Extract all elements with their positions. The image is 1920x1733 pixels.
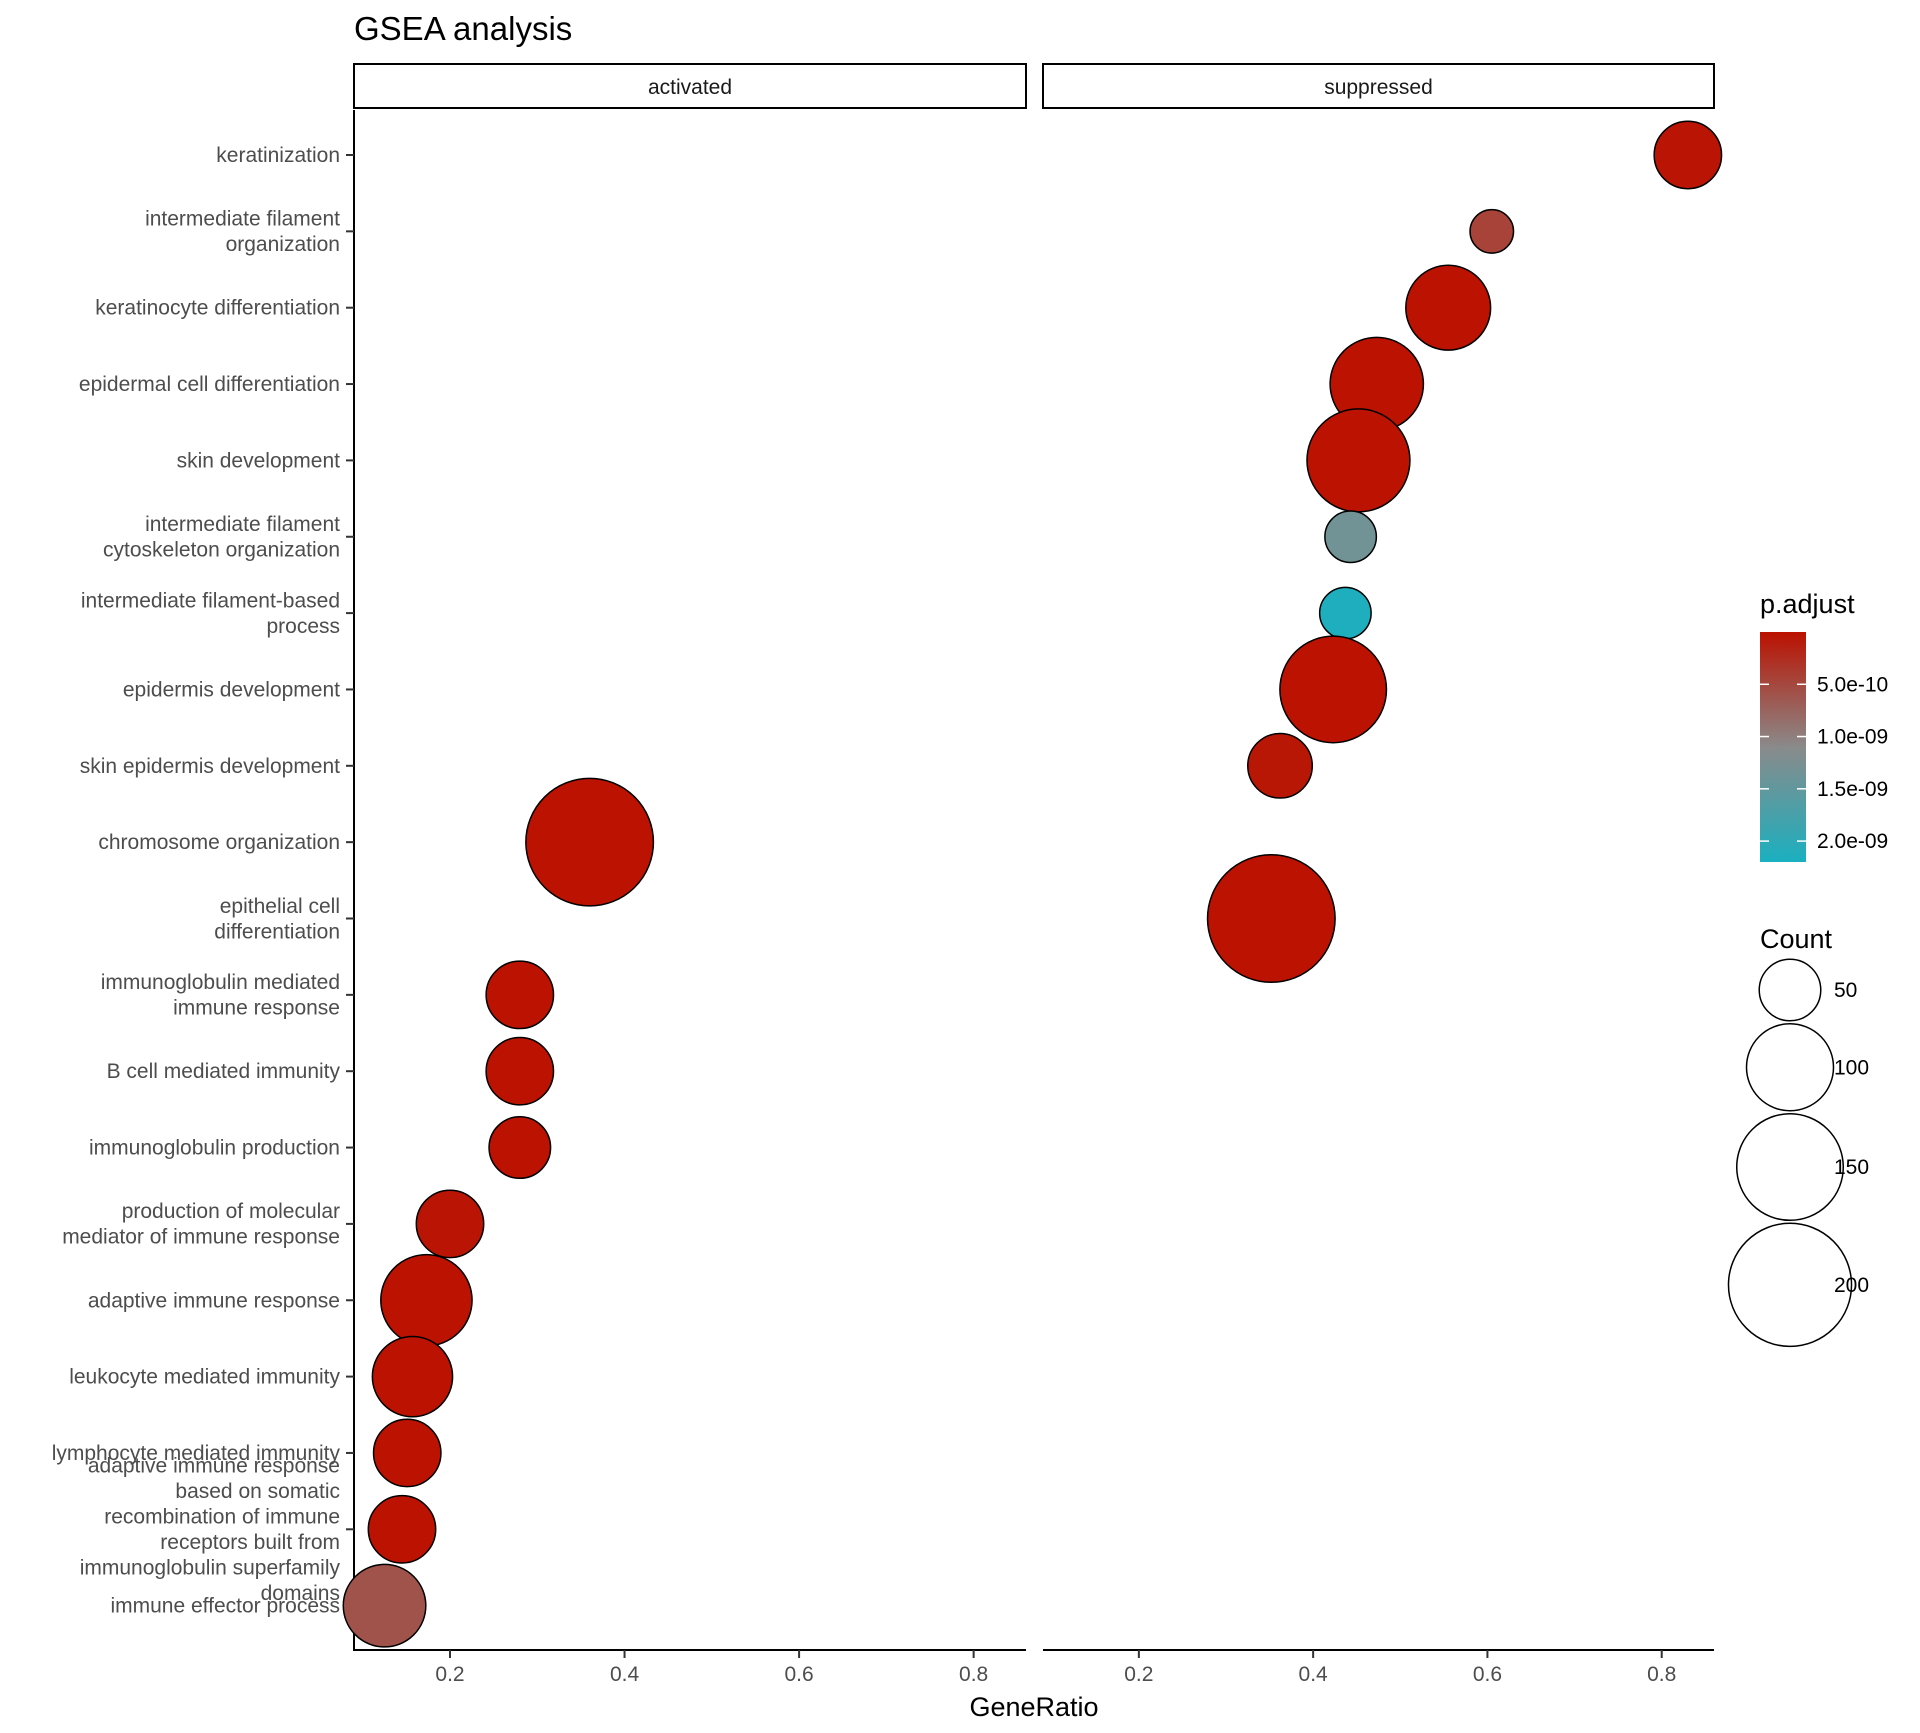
data-point [415, 1189, 485, 1259]
facet-strip-label-0: activated [648, 76, 732, 99]
color-legend: p.adjust 5.0e-10 1.0e-09 1.5e-09 2.0e-09 [1760, 589, 1888, 862]
data-point [485, 1036, 555, 1106]
y-tick-label: lymphocyte mediated immunity [52, 1442, 341, 1465]
data-points [342, 120, 1723, 1648]
size-legend-title: Count [1760, 924, 1833, 954]
y-tick-label: immunoglobulin production [89, 1137, 340, 1160]
size-legend-label: 50 [1834, 979, 1857, 1002]
data-point [1324, 510, 1378, 564]
data-point [1247, 732, 1314, 799]
chart-title: GSEA analysis [354, 10, 572, 47]
color-legend-title: p.adjust [1760, 589, 1855, 619]
facet-strip-1 [1042, 63, 1715, 109]
data-point [525, 777, 655, 907]
x-tick-label: 0.4 [610, 1663, 640, 1686]
data-point [367, 1494, 437, 1564]
y-tick-label: keratinization [216, 144, 340, 167]
data-point [485, 960, 555, 1030]
data-point [1469, 208, 1515, 254]
y-axis: keratinization intermediate filament organ… [52, 110, 355, 1651]
size-legend-label: 200 [1834, 1274, 1869, 1297]
y-tick-label: B cell mediated immunity [107, 1060, 341, 1083]
x-tick-label: 0.8 [959, 1663, 988, 1686]
y-tick-label: production of molecular mediator of immun… [62, 1200, 340, 1249]
data-point [1279, 635, 1388, 744]
data-point [1318, 586, 1372, 640]
facet-strips: activated suppressed [353, 63, 1715, 109]
data-point [488, 1116, 552, 1180]
y-tick-label: keratinocyte differentiation [95, 297, 340, 320]
x-tick-label: 0.2 [435, 1663, 464, 1686]
color-legend-label: 5.0e-10 [1817, 673, 1888, 696]
color-legend-bar [1760, 632, 1806, 862]
y-tick-label: immunoglobulin mediated immune response [101, 971, 340, 1020]
y-tick-label: skin development [177, 449, 341, 472]
data-point [1653, 120, 1723, 190]
y-tick-label: intermediate filament cytoskeleton organi… [103, 513, 340, 562]
data-point [1405, 264, 1492, 351]
x-tick-label: 0.4 [1299, 1663, 1329, 1686]
data-point [371, 1335, 454, 1418]
y-tick-label: intermediate filament organization [145, 208, 340, 257]
size-legend: Count 50 100 150 200 [1727, 924, 1869, 1348]
data-point [1306, 408, 1411, 513]
size-legend-key [1727, 1222, 1853, 1348]
color-legend-label: 1.5e-09 [1817, 778, 1888, 801]
size-legend-label: 150 [1834, 1156, 1869, 1179]
facet-strip-0 [353, 63, 1027, 109]
y-tick-label: leukocyte mediated immunity [69, 1366, 340, 1389]
facet-strip-label-1: suppressed [1324, 76, 1433, 99]
data-point [380, 1253, 473, 1347]
color-legend-label: 1.0e-09 [1817, 726, 1888, 749]
size-legend-key [1745, 1023, 1835, 1112]
size-legend-label: 100 [1834, 1056, 1869, 1079]
data-point [372, 1418, 442, 1488]
y-tick-label: intermediate filament-based process [81, 589, 340, 638]
x-tick-label: 0.2 [1124, 1663, 1153, 1686]
y-tick-label: epidermal cell differentiation [79, 373, 340, 396]
x-tick-label: 0.8 [1647, 1663, 1676, 1686]
size-legend-key [1758, 958, 1822, 1022]
y-tick-label: adaptive immune response based on somatic… [80, 1455, 341, 1606]
y-tick-label: epidermis development [123, 678, 340, 701]
size-legend-key [1735, 1113, 1845, 1222]
color-legend-label: 2.0e-09 [1817, 830, 1888, 853]
data-point [1206, 853, 1336, 984]
x-axes: 0.2 0.4 0.6 0.8 0.2 0.4 0.6 0.8 [354, 1649, 1714, 1686]
x-tick-label: 0.6 [1473, 1663, 1502, 1686]
y-tick-label: adaptive immune response [88, 1289, 340, 1312]
y-tick-label: immune effector process [110, 1595, 340, 1618]
x-axis-label: GeneRatio [969, 1692, 1098, 1722]
y-tick-label: chromosome organization [98, 831, 340, 854]
y-tick-label: epithelial cell differentiation [214, 895, 340, 944]
x-tick-label: 0.6 [784, 1663, 813, 1686]
y-tick-label: skin epidermis development [80, 755, 340, 778]
data-point [342, 1563, 427, 1648]
